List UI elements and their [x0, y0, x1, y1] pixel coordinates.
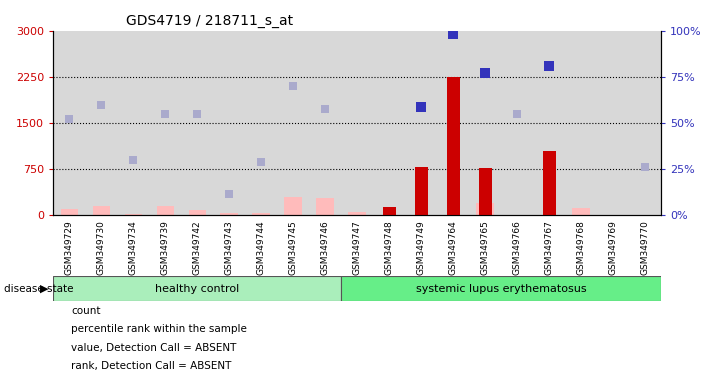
Bar — [284, 197, 302, 215]
Text: ▶: ▶ — [40, 284, 48, 294]
Bar — [188, 210, 206, 215]
Bar — [348, 212, 366, 215]
Text: rank, Detection Call = ABSENT: rank, Detection Call = ABSENT — [71, 361, 232, 371]
Text: GSM349746: GSM349746 — [321, 220, 330, 275]
Bar — [220, 213, 238, 215]
Text: percentile rank within the sample: percentile rank within the sample — [71, 324, 247, 334]
Text: GSM349765: GSM349765 — [481, 220, 490, 275]
Bar — [316, 199, 334, 215]
Text: GSM349766: GSM349766 — [513, 220, 522, 275]
Bar — [124, 214, 142, 215]
Text: GSM349764: GSM349764 — [449, 220, 458, 275]
Text: value, Detection Call = ABSENT: value, Detection Call = ABSENT — [71, 343, 237, 353]
Text: GSM349769: GSM349769 — [609, 220, 618, 275]
Text: GSM349749: GSM349749 — [417, 220, 426, 275]
Bar — [341, 276, 661, 301]
Bar — [415, 167, 427, 215]
Bar — [156, 205, 174, 215]
Bar — [447, 77, 459, 215]
Text: healthy control: healthy control — [155, 284, 240, 294]
Text: GSM349744: GSM349744 — [257, 220, 266, 275]
Text: GSM349734: GSM349734 — [129, 220, 138, 275]
Bar — [383, 207, 395, 215]
Bar — [60, 209, 78, 215]
Bar — [479, 168, 491, 215]
Bar — [252, 213, 270, 215]
Text: GSM349770: GSM349770 — [641, 220, 650, 275]
Text: GSM349729: GSM349729 — [65, 220, 74, 275]
Text: disease state: disease state — [4, 284, 73, 294]
Text: GSM349745: GSM349745 — [289, 220, 298, 275]
Text: GSM349767: GSM349767 — [545, 220, 554, 275]
Bar — [476, 203, 494, 215]
Text: GSM349768: GSM349768 — [577, 220, 586, 275]
Bar — [572, 208, 590, 215]
Text: GSM349739: GSM349739 — [161, 220, 170, 275]
Text: GSM349743: GSM349743 — [225, 220, 234, 275]
Text: GSM349742: GSM349742 — [193, 220, 202, 275]
Text: systemic lupus erythematosus: systemic lupus erythematosus — [416, 284, 587, 294]
Text: GSM349748: GSM349748 — [385, 220, 394, 275]
Text: GDS4719 / 218711_s_at: GDS4719 / 218711_s_at — [127, 14, 294, 28]
Text: GSM349747: GSM349747 — [353, 220, 362, 275]
Bar — [542, 151, 555, 215]
Text: count: count — [71, 306, 100, 316]
Text: GSM349730: GSM349730 — [97, 220, 106, 275]
Bar — [53, 276, 341, 301]
Bar — [92, 205, 110, 215]
